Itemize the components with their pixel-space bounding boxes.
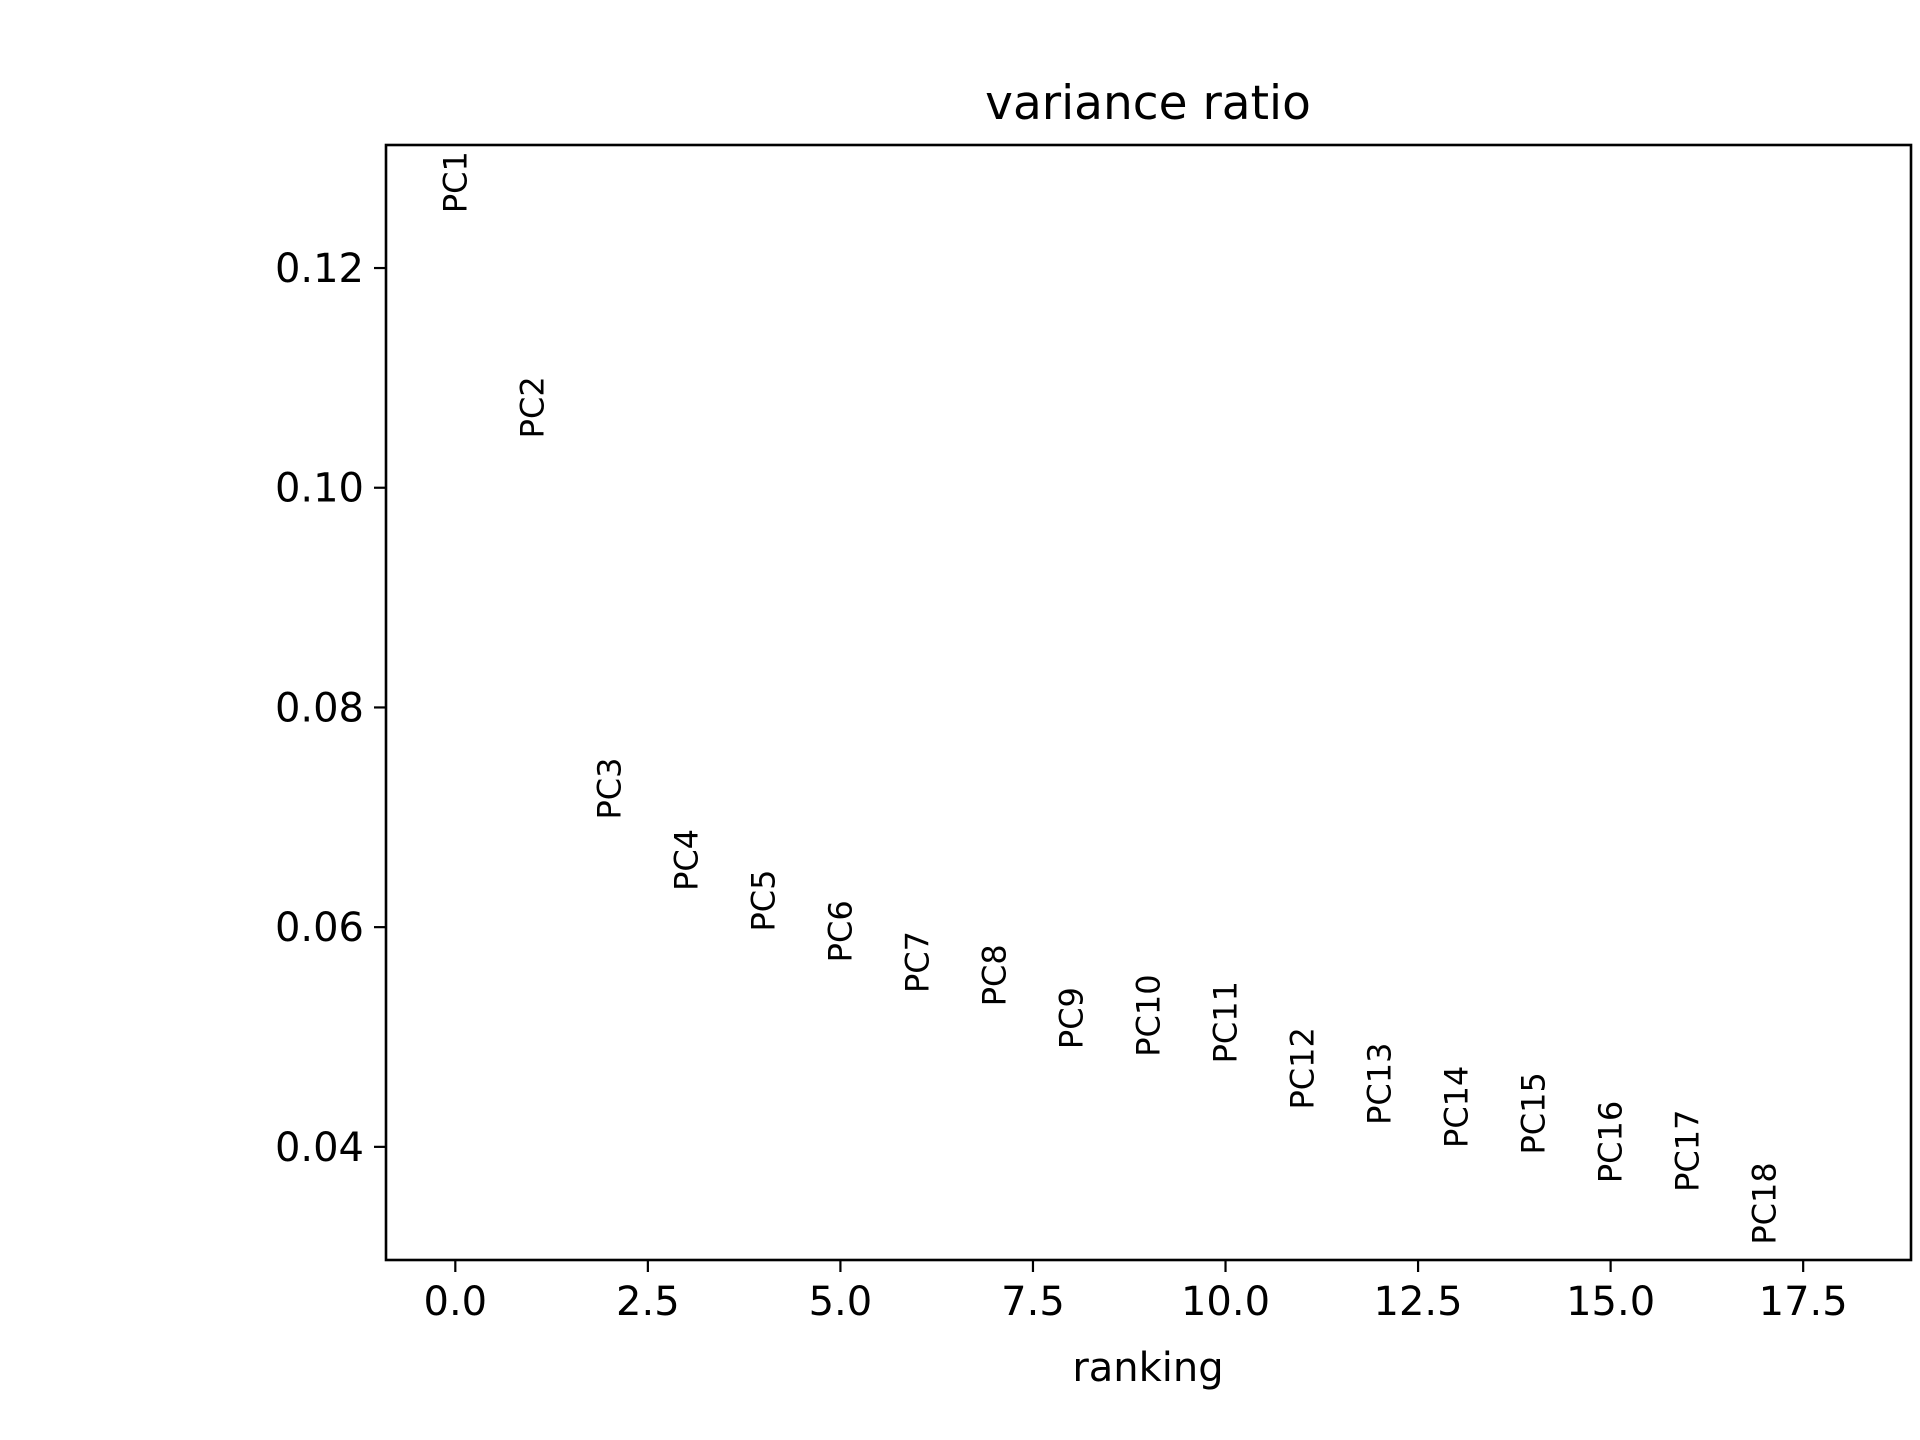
- data-point-pc6: PC6: [821, 900, 859, 962]
- x-axis-label: ranking: [1072, 1345, 1223, 1391]
- data-point-pc17: PC17: [1669, 1110, 1707, 1192]
- y-tick-label: 0.12: [275, 246, 364, 292]
- x-tick-label: 10.0: [1181, 1279, 1270, 1325]
- data-point-pc7: PC7: [898, 931, 936, 993]
- data-point-pc9: PC9: [1052, 987, 1090, 1049]
- x-tick-label: 15.0: [1566, 1279, 1655, 1325]
- data-point-pc12: PC12: [1284, 1027, 1322, 1109]
- data-point-labels: PC1 PC2 PC3 PC4 PC5 PC6 PC7 PC8 PC9 PC10 PC11 PC12 P…: [436, 151, 1783, 1245]
- x-tick-label: 7.5: [1001, 1279, 1065, 1325]
- data-point-pc3: PC3: [590, 757, 628, 819]
- data-point-pc8: PC8: [975, 944, 1013, 1006]
- data-point-pc16: PC16: [1592, 1101, 1630, 1183]
- chart-title: variance ratio: [985, 76, 1311, 131]
- x-tick-label: 17.5: [1759, 1279, 1848, 1325]
- data-point-pc13: PC13: [1361, 1043, 1399, 1125]
- data-point-pc14: PC14: [1438, 1066, 1476, 1148]
- data-point-pc4: PC4: [667, 829, 705, 891]
- y-tick-label: 0.10: [275, 466, 364, 512]
- data-point-pc10: PC10: [1130, 974, 1168, 1056]
- data-point-pc18: PC18: [1746, 1162, 1784, 1244]
- x-tick-label: 2.5: [616, 1279, 680, 1325]
- data-point-pc2: PC2: [513, 376, 551, 438]
- data-point-pc15: PC15: [1515, 1072, 1553, 1154]
- y-axis-ticks: 0.04 0.06 0.08 0.10 0.12: [275, 246, 386, 1171]
- y-tick-label: 0.08: [275, 685, 364, 731]
- y-tick-label: 0.06: [275, 905, 364, 951]
- data-point-pc11: PC11: [1207, 981, 1245, 1063]
- y-tick-label: 0.04: [275, 1125, 364, 1171]
- x-axis-ticks: 0.0 2.5 5.0 7.5 10.0 12.5 15.0 17.5: [424, 1260, 1848, 1325]
- x-tick-label: 0.0: [424, 1279, 488, 1325]
- data-point-pc1: PC1: [436, 151, 474, 213]
- x-tick-label: 5.0: [809, 1279, 873, 1325]
- x-tick-label: 12.5: [1374, 1279, 1463, 1325]
- data-point-pc5: PC5: [744, 870, 782, 932]
- plot-area-frame: [384, 143, 1913, 1262]
